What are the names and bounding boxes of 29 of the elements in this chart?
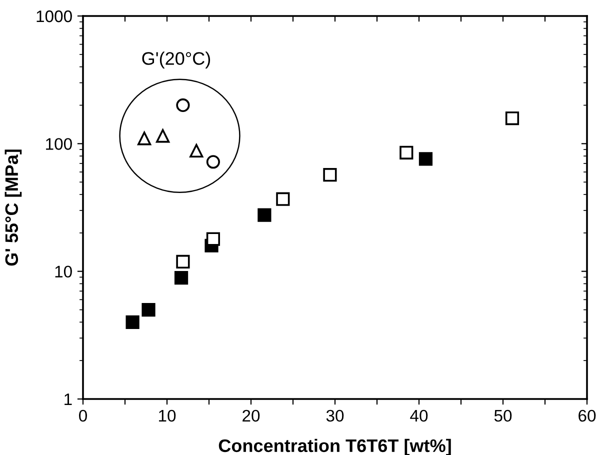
x-tick-label: 50: [494, 410, 512, 422]
x-tick-label: 10: [159, 410, 176, 422]
point: [323, 168, 337, 182]
y-tick-label: 1000: [36, 10, 72, 22]
point: [176, 254, 190, 268]
point: [174, 270, 188, 285]
annotation: G'(20°C): [142, 52, 210, 68]
x-tick-label: 0: [79, 410, 87, 422]
y-tick-label: 1: [64, 394, 72, 406]
y-tick-label: 100: [46, 138, 72, 150]
x-tick-label: 40: [410, 410, 428, 422]
point: [206, 155, 220, 169]
point: [418, 152, 433, 166]
point: [400, 146, 414, 160]
point: [156, 129, 170, 143]
point: [505, 111, 520, 126]
point: [176, 98, 190, 112]
point: [258, 208, 272, 222]
x-tick-label: 30: [326, 410, 344, 422]
point: [126, 315, 140, 329]
x-tick-label: 60: [578, 410, 596, 422]
y-axis-title: G' 55°C [MPa]: [4, 150, 22, 266]
x-tick-label: 20: [242, 410, 260, 422]
point: [142, 302, 156, 317]
point: [276, 192, 290, 206]
point: [138, 132, 152, 146]
y-tick-label: 10: [55, 266, 72, 278]
point: [190, 144, 204, 158]
point: [206, 232, 220, 246]
